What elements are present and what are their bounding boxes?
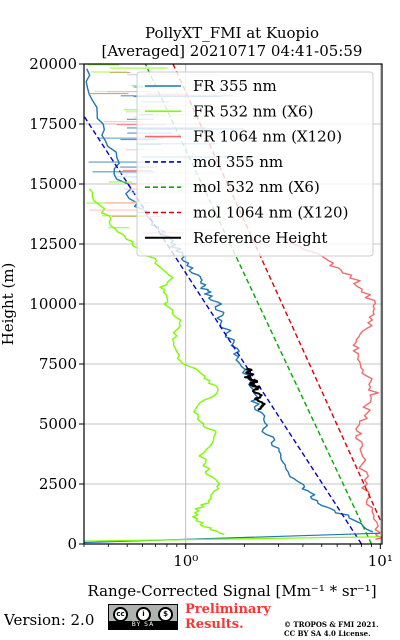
legend-label: Reference Height — [193, 229, 327, 247]
y-tick-label: 2500 — [39, 475, 77, 493]
y-tick-label: 17500 — [29, 115, 77, 133]
chart-subtitle: [Averaged] 20210717 04:41-05:59 — [102, 42, 363, 60]
axis-ticks: 0 2500 5000 7500 10000 12500 15000 17500 20000 10… — [29, 55, 393, 570]
copyright-line-1: © TROPOS & FMI 2021. — [284, 620, 379, 629]
x-tick-label: 10⁰ — [173, 552, 198, 570]
attribution-icon: i — [136, 607, 151, 622]
legend-label: FR 532 nm (X6) — [193, 102, 313, 120]
preliminary-line-2: Results. — [185, 617, 244, 632]
chart-title: PollyXT_FMI at Kuopio — [145, 24, 319, 42]
legend-label: FR 1064 nm (X120) — [193, 128, 342, 146]
legend-label: mol 1064 nm (X120) — [193, 204, 348, 222]
x-axis-label: Range-Corrected Signal [Mm⁻¹ * sr⁻¹] — [87, 582, 376, 600]
y-tick-label: 5000 — [39, 415, 77, 433]
y-tick-label: 10000 — [29, 295, 77, 313]
series-line-6 — [243, 367, 266, 411]
legend-label: mol 532 nm (X6) — [193, 178, 320, 196]
preliminary-line-1: Preliminary — [185, 602, 271, 617]
legend-label: mol 355 nm — [193, 153, 283, 171]
y-tick-label: 7500 — [39, 355, 77, 373]
y-tick-label: 12500 — [29, 235, 77, 253]
y-tick-label: 20000 — [29, 55, 77, 73]
legend-label: FR 355 nm — [193, 77, 277, 95]
y-axis-label: Height (m) — [0, 263, 17, 346]
version-label: Version: 2.0 — [4, 611, 95, 629]
cc-icon: cc — [113, 607, 128, 622]
surface-spike-532 — [84, 536, 381, 542]
y-tick-label: 0 — [67, 535, 77, 553]
x-tick-label: 10¹ — [368, 552, 393, 570]
cc-license-badge[interactable]: cc i $ BY SA — [108, 604, 178, 630]
series-line-2 — [283, 236, 382, 540]
copyright-line-2: CC BY SA 4.0 License. — [284, 629, 371, 638]
copyright-notice: © TROPOS & FMI 2021. CC BY SA 4.0 Licens… — [284, 620, 379, 638]
preliminary-notice: Preliminary Results. — [185, 602, 271, 632]
legend: FR 355 nm FR 532 nm (X6) FR 1064 nm (X120)… — [136, 71, 374, 257]
sharealike-icon: $ — [158, 607, 173, 622]
y-tick-label: 15000 — [29, 175, 77, 193]
cc-strip-label: BY SA — [109, 621, 177, 629]
legend-box — [136, 71, 374, 257]
